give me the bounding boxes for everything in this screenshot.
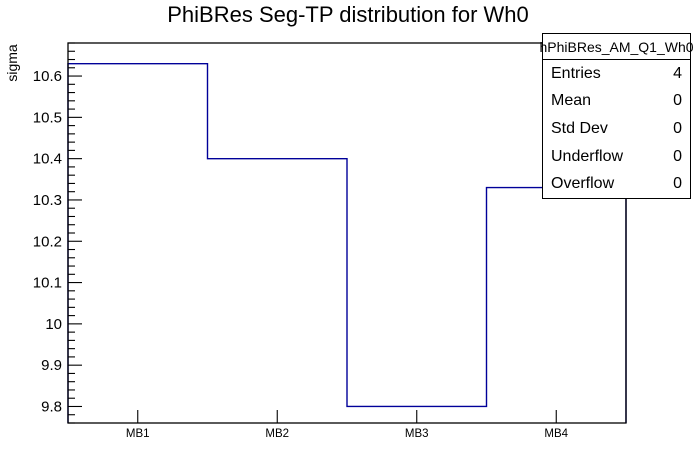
y-axis-title: sigma (4, 44, 20, 82)
stats-value: 0 (673, 147, 682, 165)
stats-box: hPhiBRes_AM_Q1_Wh0 Entries 4 Mean 0 Std … (539, 33, 694, 199)
y-tick-label: 10.6 (33, 68, 62, 85)
y-tick-label: 10.1 (33, 275, 62, 292)
stats-value: 0 (673, 175, 682, 193)
y-tick-label: 10.3 (33, 192, 62, 209)
stats-value: 4 (673, 64, 682, 82)
y-tick-label: 9.9 (41, 357, 62, 374)
stats-label: Std Dev (551, 119, 608, 137)
stats-label: Mean (551, 92, 592, 110)
x-tick-label: MB4 (544, 428, 568, 440)
stats-row-mean: Mean 0 (543, 88, 690, 116)
stats-value: 0 (673, 92, 682, 110)
stats-row-entries: Entries 4 (543, 60, 690, 88)
stats-row-stddev: Std Dev 0 (543, 115, 690, 143)
y-tick-label: 10 (45, 316, 62, 333)
y-tick-label: 9.8 (41, 398, 62, 415)
stats-label: Overflow (551, 175, 615, 193)
stats-label: Entries (551, 64, 601, 82)
y-tick-label: 10.4 (33, 151, 62, 168)
x-tick-label: MB1 (126, 428, 150, 440)
y-tick-label: 10.2 (33, 233, 62, 250)
chart-title: PhiBRes Seg-TP distribution for Wh0 (167, 2, 529, 27)
stats-row-underflow: Underflow 0 (543, 143, 690, 171)
stats-box-title: hPhiBRes_AM_Q1_Wh0 (539, 34, 694, 60)
x-tick-label: MB2 (265, 428, 289, 440)
stats-value: 0 (673, 119, 682, 137)
y-tick-label: 10.5 (33, 109, 62, 126)
stats-row-overflow: Overflow 0 (543, 170, 690, 198)
x-tick-label: MB3 (405, 428, 429, 440)
stats-label: Underflow (551, 147, 624, 165)
